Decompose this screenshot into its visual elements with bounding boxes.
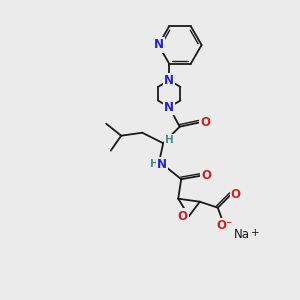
Text: O: O (201, 169, 211, 182)
Text: O⁻: O⁻ (216, 219, 232, 232)
Text: H: H (150, 159, 159, 169)
Text: H: H (165, 135, 174, 145)
Text: O: O (177, 210, 188, 223)
Text: +: + (251, 228, 260, 238)
Text: O: O (231, 188, 241, 201)
Text: Na: Na (234, 228, 250, 241)
Text: O: O (200, 116, 210, 129)
Text: N: N (153, 38, 164, 52)
Text: N: N (164, 101, 174, 114)
Text: N: N (157, 158, 167, 171)
Text: N: N (164, 74, 174, 87)
